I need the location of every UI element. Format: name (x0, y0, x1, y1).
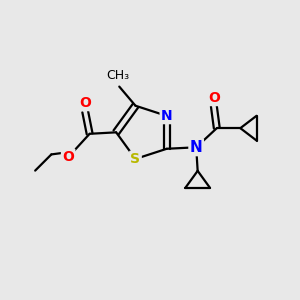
Text: CH₃: CH₃ (106, 69, 129, 82)
Text: N: N (161, 109, 172, 123)
Text: O: O (79, 96, 91, 110)
Text: O: O (208, 91, 220, 105)
Text: O: O (62, 150, 74, 164)
Text: S: S (130, 152, 140, 166)
Text: N: N (190, 140, 203, 155)
